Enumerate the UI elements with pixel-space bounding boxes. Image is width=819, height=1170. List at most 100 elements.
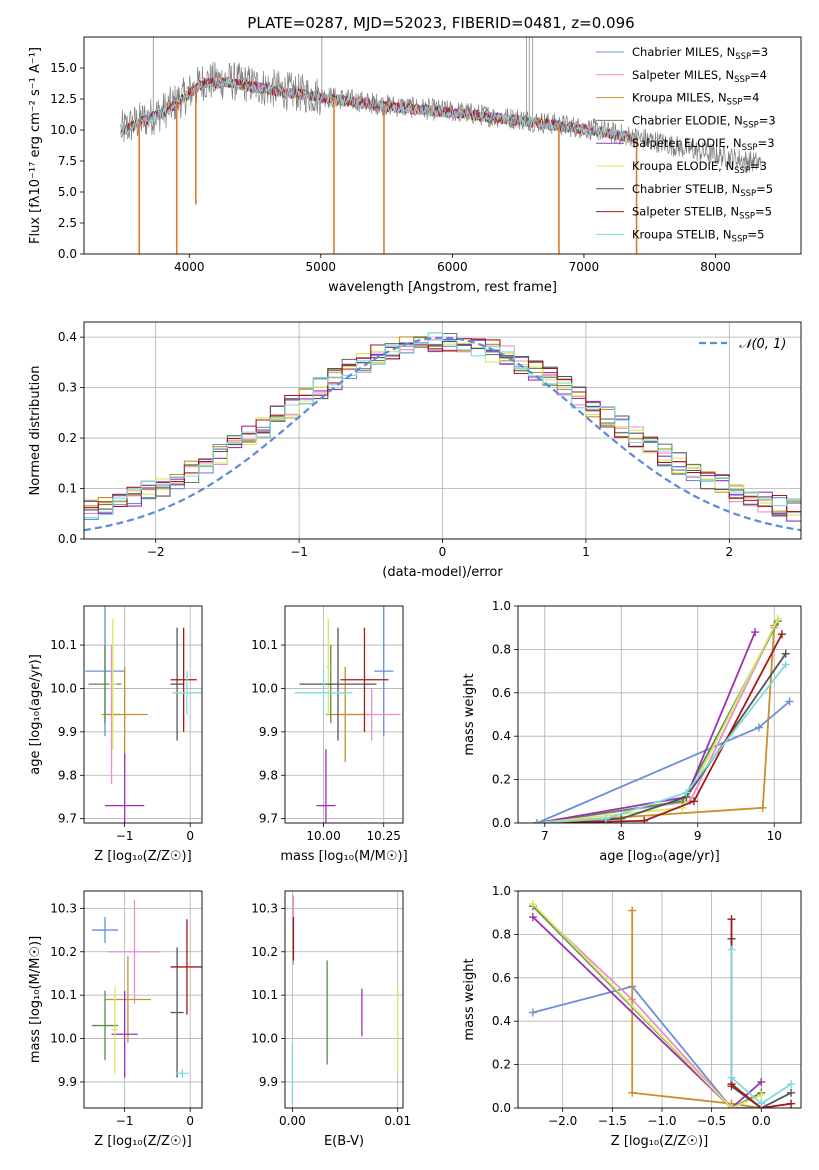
legend-label-subscript: SSP [727, 98, 743, 108]
mass-weight-point-marker [628, 906, 637, 915]
errorbar-points [91, 899, 202, 1078]
x-tick-label: 8 [617, 829, 625, 843]
axes-frame [517, 890, 802, 1109]
mass-weight-point-marker [758, 803, 767, 812]
legend-label: Kroupa STELIB, NSSP=5 [632, 227, 764, 244]
y-tick-label: 15.0 [50, 61, 77, 75]
weight-traces [533, 615, 794, 823]
legend-label-subscript: SSP [732, 234, 748, 244]
data-point-errorbar [325, 619, 331, 715]
legend-label-main: Kroupa ELODIE, N [632, 159, 734, 173]
mass-weight-point-marker [777, 630, 786, 639]
legend-label-tail: =5 [755, 205, 772, 219]
x-tick-label: 0.00 [279, 1114, 306, 1128]
y-tick-label: 9.9 [58, 1075, 77, 1089]
mass-weight-point-marker [787, 1088, 796, 1097]
mass-weight-point-marker [785, 697, 794, 706]
mass-weight-series-line [532, 905, 762, 1108]
data-point-errorbar [108, 899, 161, 1004]
figure-title: PLATE=0287, MJD=52023, FIBERID=0481, z=0… [247, 14, 634, 32]
legend-label: Chabrier STELIB, NSSP=5 [632, 182, 773, 199]
mass-weight-point-marker [781, 660, 790, 669]
legend-label-tail: =3 [750, 159, 767, 173]
x-tick-label: 10.25 [367, 829, 401, 843]
legend-label-tail: =3 [759, 113, 776, 127]
data-point-errorbar [340, 627, 389, 732]
axes-frame [83, 890, 203, 1109]
legend-label-tail: =4 [750, 68, 767, 82]
data-point-errorbar [91, 990, 119, 1061]
axes-frame [284, 605, 404, 824]
x-tick-label: 0 [186, 829, 194, 843]
x-axis-label: Z [log₁₀(Z/Z☉)] [94, 1134, 191, 1149]
mass-weight-point-marker [757, 1090, 766, 1099]
y-tick-label: 10.1 [50, 638, 77, 652]
legend-label-main: Chabrier STELIB, N [632, 182, 740, 196]
mass-weight-series-line [730, 949, 792, 1105]
x-tick-label: 10 [767, 829, 782, 843]
x-tick-label: 2 [725, 545, 733, 559]
mass-weight-vs-age-panel: 7 8 9 10 0.0 0.2 0.4 0.6 0.8 1.0 age [log₁₀(age/yr… [462, 599, 802, 864]
legend-label-subscript: SSP [734, 166, 750, 176]
data-point-errorbar [170, 947, 184, 1078]
y-axis-label: mass [log₁₀(M/M☉)] [28, 936, 43, 1063]
legend-label-subscript: SSP [740, 189, 756, 199]
mass-weight-point-marker [528, 1008, 537, 1017]
mass-weight-series-line [537, 664, 787, 823]
y-axis-label: mass weight [462, 958, 477, 1040]
age-vs-mass-panel: 10.00 10.25 9.7 9.8 9.9 10.0 10.1 mass [log₁₀(M… [251, 605, 408, 864]
axes-frame [83, 36, 802, 255]
legend-label: Salpeter MILES, NSSP=4 [632, 68, 767, 85]
y-tick-label: 0.4 [58, 330, 77, 344]
y-tick-label: 10.2 [50, 945, 77, 959]
mass-weight-point-marker [757, 1077, 766, 1086]
y-tick-label: 12.5 [50, 92, 77, 106]
y-axis-label: Normed distribution [28, 366, 43, 496]
x-tick-label: −1 [290, 545, 308, 559]
x-tick-label: 7000 [569, 260, 600, 274]
mass-weight-point-marker [727, 915, 736, 924]
y-axis-label: mass weight [462, 673, 477, 755]
x-axis-label: wavelength [Angstrom, rest frame] [328, 280, 557, 295]
x-tick-label: 1 [582, 545, 590, 559]
axes-frame [83, 321, 802, 540]
x-axis-label: (data-model)/error [382, 565, 503, 580]
mass-weight-series-line [537, 633, 783, 823]
data-point-errorbar [170, 627, 197, 732]
y-tick-label: 0.8 [492, 927, 511, 941]
data-point-errorbar [111, 986, 119, 1074]
y-tick-label: 0.0 [492, 816, 511, 830]
y-tick-label: 9.7 [259, 812, 278, 826]
x-tick-label: −2.0 [548, 1114, 577, 1128]
x-tick-label: 0.01 [384, 1114, 411, 1128]
x-axis-label: mass [log₁₀(M/M☉)] [280, 849, 407, 864]
legend-label: Chabrier ELODIE, NSSP=3 [632, 113, 776, 130]
y-tick-label: 9.9 [58, 725, 77, 739]
mass-weight-point-marker [689, 797, 698, 806]
y-tick-label: 10.3 [251, 901, 278, 915]
y-tick-label: 0.0 [492, 1101, 511, 1115]
data-point-errorbar [172, 671, 202, 715]
mass-weight-point-marker [751, 628, 760, 637]
mass-weight-point-marker [533, 819, 542, 823]
x-axis-label: Z [log₁₀(Z/Z☉)] [94, 849, 191, 864]
residual-histogram-step [84, 332, 801, 519]
x-tick-label: 0 [439, 545, 447, 559]
x-tick-label: −2 [147, 545, 165, 559]
weight-traces [528, 900, 796, 1108]
legend-label-tail: =4 [742, 91, 759, 105]
model-spectrum-line [120, 77, 637, 144]
y-tick-label: 10.0 [50, 681, 77, 695]
y-tick-label: 9.9 [259, 1075, 278, 1089]
mass-weight-point-marker [781, 649, 790, 658]
legend-label-main: Chabrier MILES, N [632, 45, 735, 59]
y-tick-label: 10.2 [251, 945, 278, 959]
y-tick-label: 0.1 [58, 482, 77, 496]
mass-weight-point-marker [774, 615, 783, 624]
y-tick-label: 0.0 [58, 532, 77, 546]
x-tick-label: −1.0 [647, 1114, 676, 1128]
y-tick-label: 9.8 [58, 768, 77, 782]
data-point-errorbar [91, 917, 119, 944]
data-point-errorbar [374, 606, 394, 737]
